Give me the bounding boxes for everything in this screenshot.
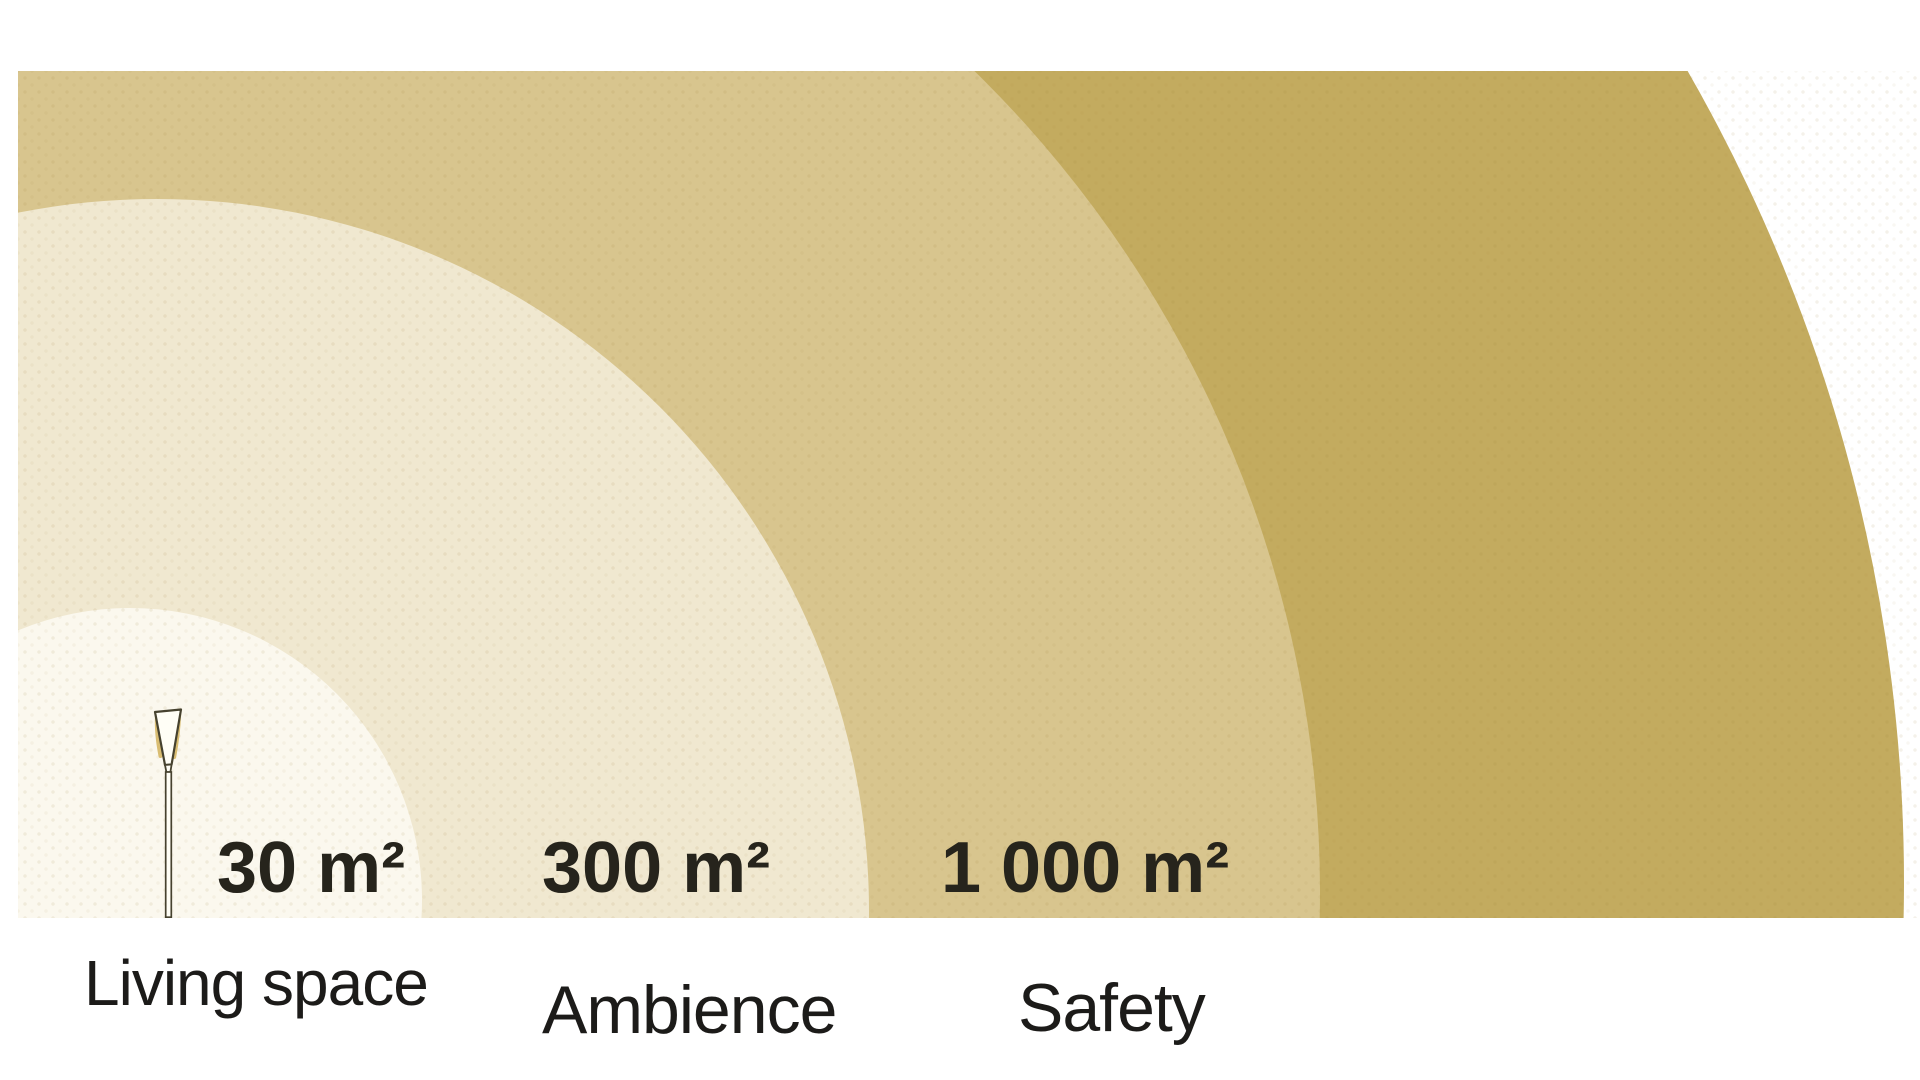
area-label-safety: 1 000 m² — [941, 828, 1230, 908]
zone-label-ambience: Ambience — [542, 972, 837, 1048]
torch-pole — [164, 771, 173, 918]
zone-label-safety: Safety — [1018, 970, 1206, 1046]
area-label-living-space: 30 m² — [217, 828, 406, 908]
area-label-ambience: 300 m² — [542, 828, 771, 908]
coverage-zones-graphic — [18, 71, 1920, 918]
torch-neck — [164, 763, 173, 774]
garden-torch-icon — [153, 708, 183, 918]
zone-label-living-space: Living space — [84, 947, 429, 1019]
